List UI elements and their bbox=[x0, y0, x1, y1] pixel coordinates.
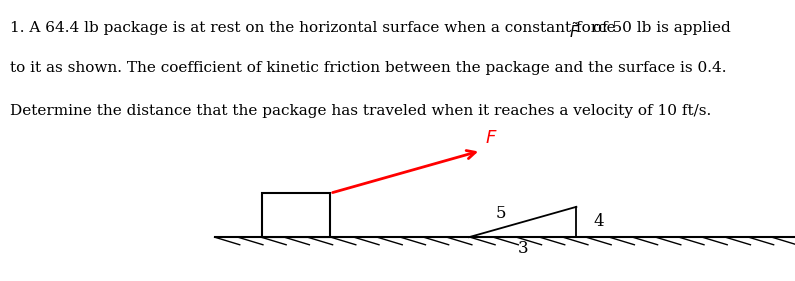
Text: to it as shown. The coefficient of kinetic friction between the package and the : to it as shown. The coefficient of kinet… bbox=[10, 61, 726, 75]
Text: 5: 5 bbox=[495, 205, 506, 222]
Text: Determine the distance that the package has traveled when it reaches a velocity : Determine the distance that the package … bbox=[10, 104, 711, 118]
Bar bbox=[262, 193, 330, 237]
Text: 3: 3 bbox=[518, 241, 528, 257]
Text: $\mathit{F}$: $\mathit{F}$ bbox=[485, 129, 498, 147]
Text: of 50 lb is applied: of 50 lb is applied bbox=[588, 21, 731, 35]
Text: 1. A 64.4 lb package is at rest on the horizontal surface when a constant force: 1. A 64.4 lb package is at rest on the h… bbox=[10, 21, 620, 35]
Text: 4: 4 bbox=[594, 214, 604, 230]
Text: $\tilde{F}$: $\tilde{F}$ bbox=[569, 21, 580, 41]
